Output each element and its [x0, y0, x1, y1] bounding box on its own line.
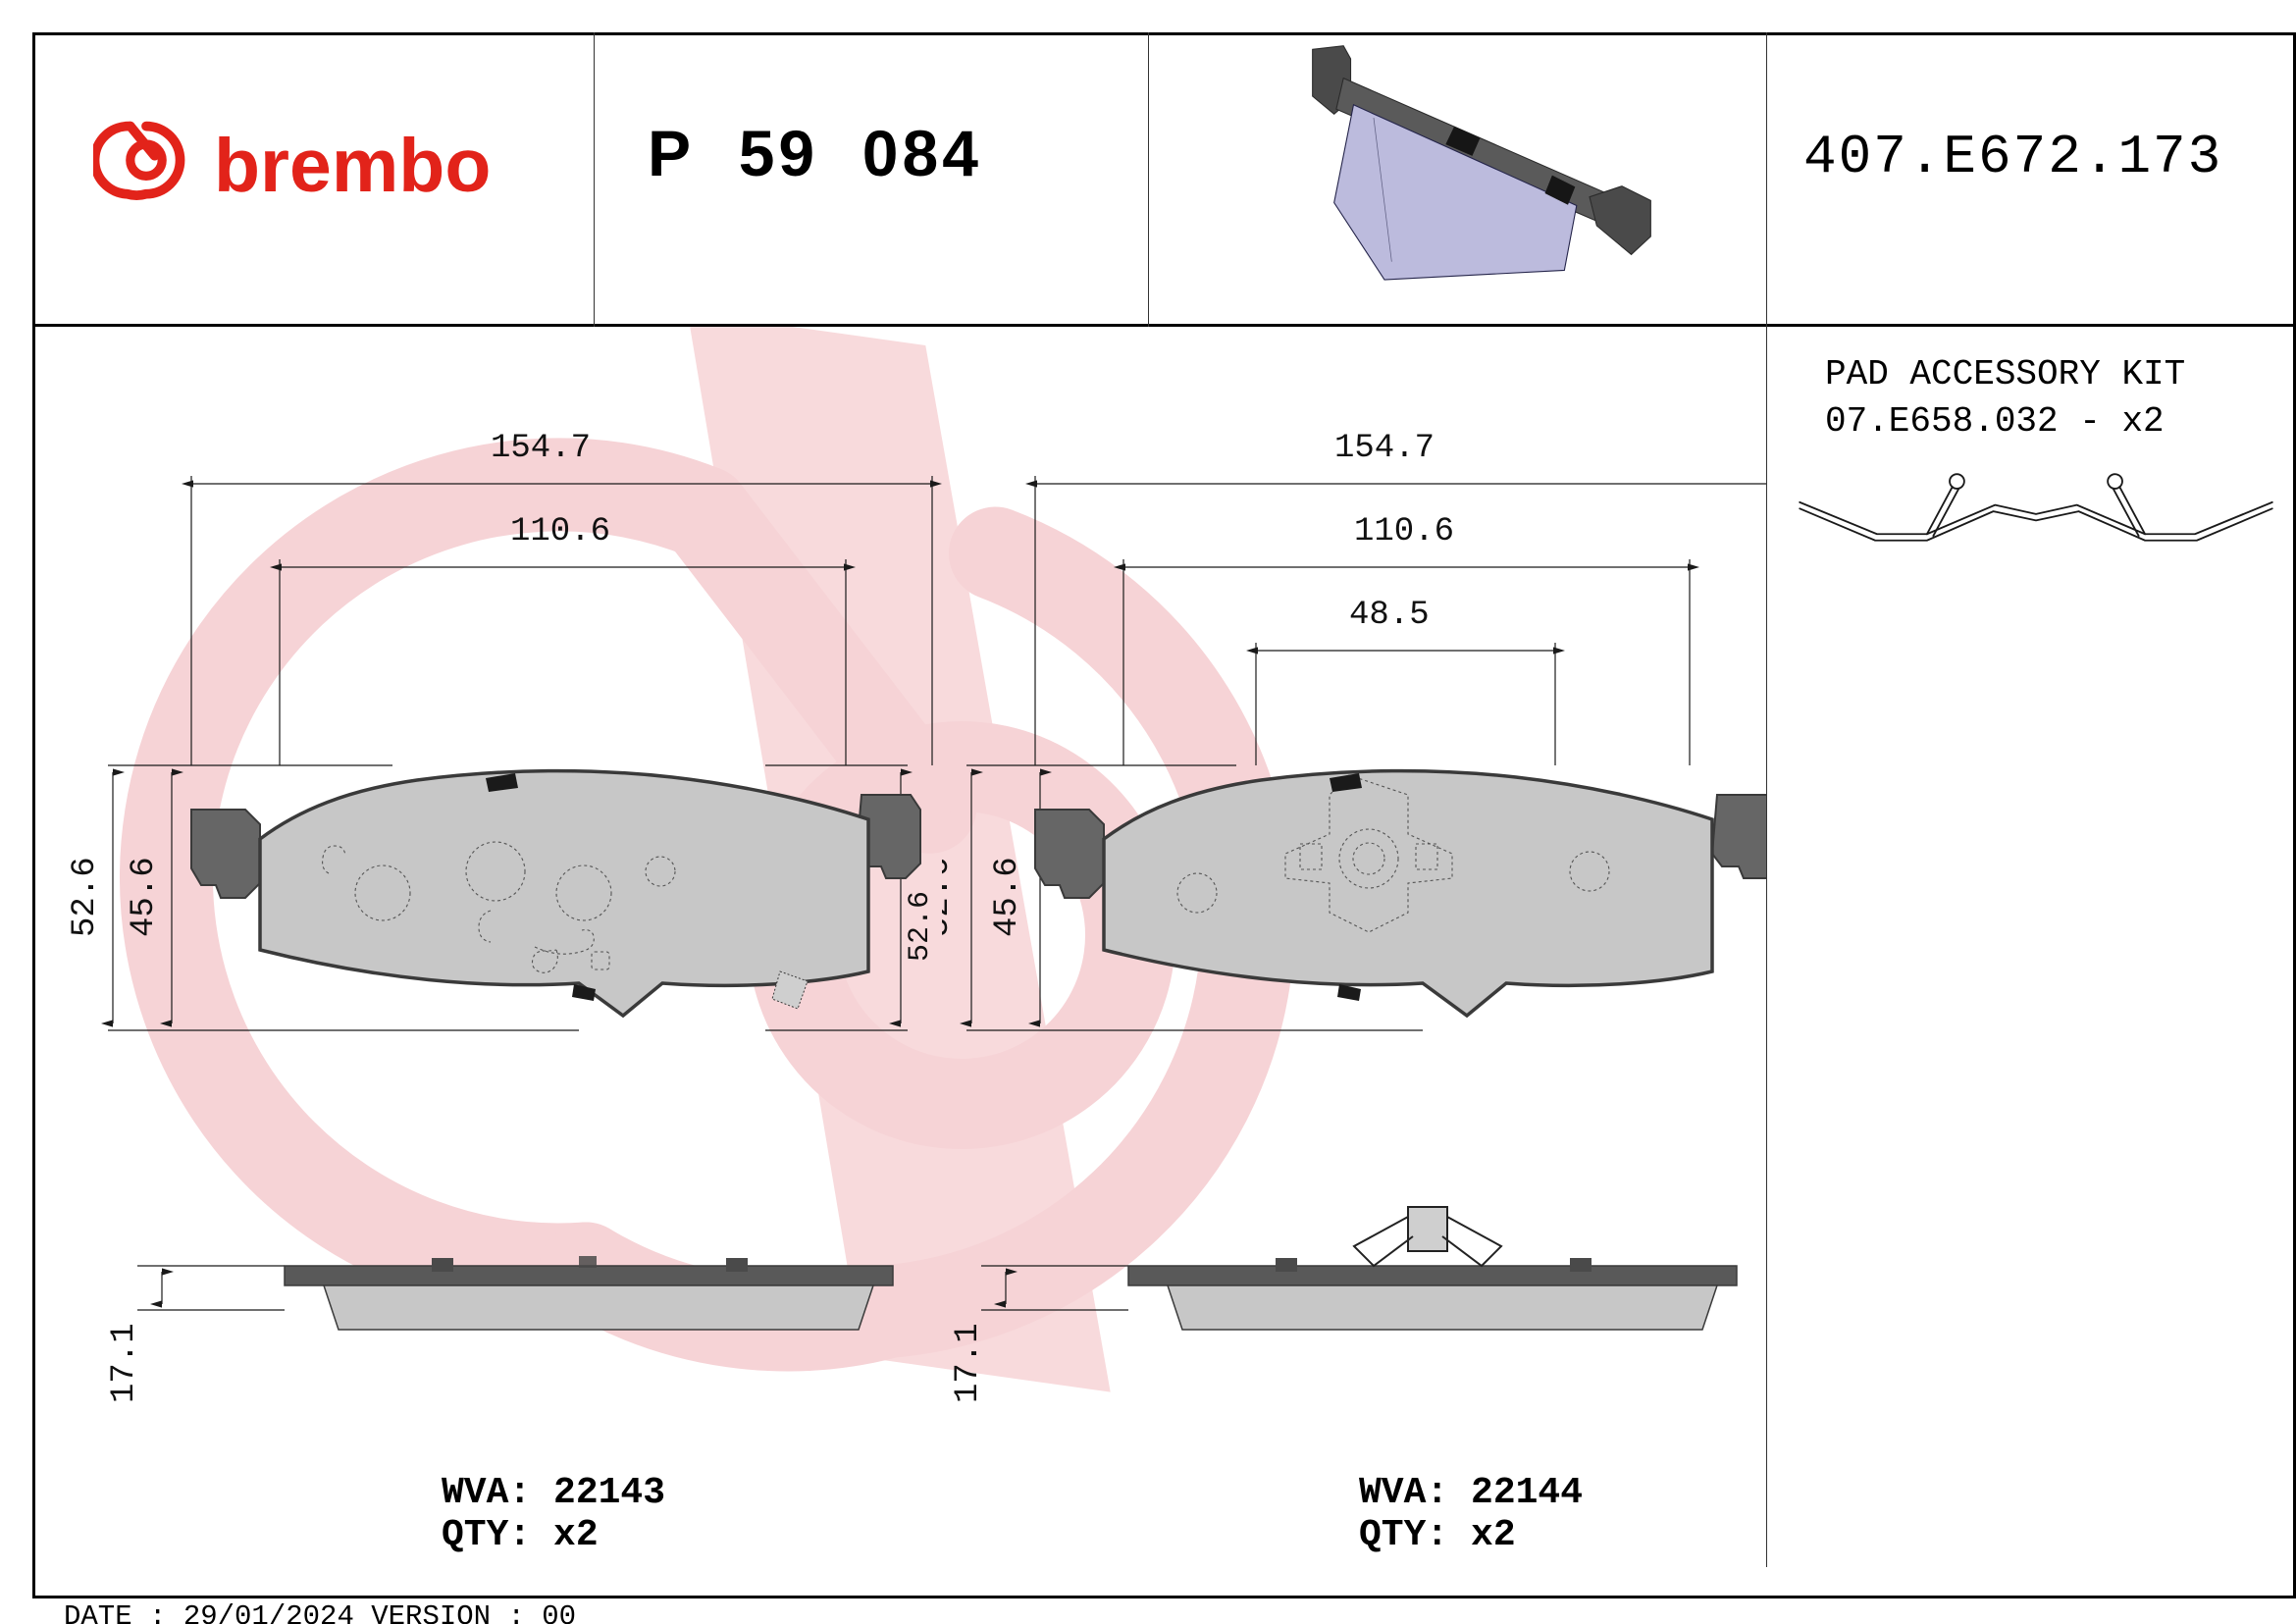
svg-text:154.7: 154.7 [1334, 430, 1435, 467]
svg-text:45.6: 45.6 [989, 857, 1026, 937]
svg-text:45.6: 45.6 [126, 857, 163, 937]
svg-text:52.6: 52.6 [67, 857, 104, 937]
svg-text:48.5: 48.5 [1349, 597, 1430, 634]
svg-text:154.7: 154.7 [491, 430, 591, 467]
svg-text:17.1: 17.1 [106, 1323, 143, 1403]
svg-text:110.6: 110.6 [510, 513, 610, 550]
svg-text:brembo: brembo [214, 124, 491, 208]
svg-text:52.6: 52.6 [904, 891, 937, 962]
svg-text:52.6: 52.6 [942, 857, 958, 937]
svg-text:110.6: 110.6 [1354, 513, 1454, 550]
svg-text:17.1: 17.1 [950, 1323, 987, 1403]
